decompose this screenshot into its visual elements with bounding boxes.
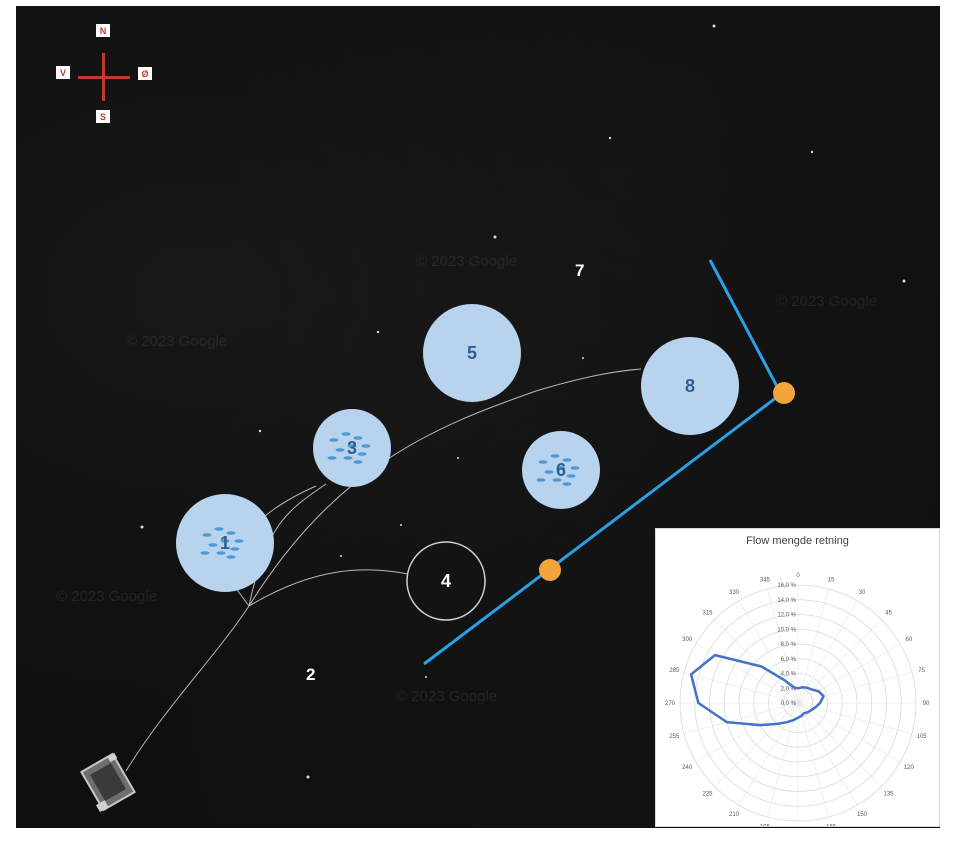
pen-label: 8 [685,376,695,396]
series-line [689,653,825,727]
angle-label: 225 [702,792,713,798]
compass-north: N [100,26,107,36]
compass: N S V Ø [56,24,152,123]
map-watermark: © 2023 Google [56,588,157,605]
pen-8[interactable]: 8 [641,337,739,435]
grid-spoke [797,672,913,704]
angle-label: 45 [885,610,892,616]
angle-label: 210 [729,812,740,818]
pen-circle [423,304,521,402]
fish-icon [536,454,580,486]
angle-label: 330 [729,590,740,596]
compass-south: S [100,112,106,122]
grid-spoke [797,588,829,704]
map-canvas: © 2023 Google © 2023 Google © 2023 Googl… [56,24,906,813]
buoy-marker[interactable] [539,559,561,581]
pen-label: 6 [556,460,566,480]
grid-spoke [797,619,882,704]
angle-label: 30 [859,590,866,596]
angle-label: 270 [665,701,676,707]
pen-ring [406,541,486,621]
grid-spoke [714,619,799,704]
pen-3[interactable]: 3 [313,409,391,487]
grid-spoke [797,702,829,818]
map-watermark: © 2023 Google [396,688,497,705]
fish-icon [327,432,371,464]
fish-icon [200,527,244,559]
radial-tick-label: 6,0 % [781,657,797,663]
pen-6[interactable]: 6 [522,431,600,509]
pen-circle [522,431,600,509]
angle-label: 300 [682,637,693,643]
radial-tick-label: 12,0 % [777,613,796,619]
grid-spoke [683,672,799,704]
grid-spoke [738,600,799,704]
grid-spoke [767,702,799,818]
angle-label: 120 [904,765,915,771]
angle-label: 150 [857,812,868,818]
angle-label: 285 [669,668,680,674]
site-label-7: 7 [575,261,584,280]
map-specks [140,24,906,779]
angle-label: 165 [826,825,837,826]
grid-spoke [714,702,799,787]
pen-5[interactable]: 5 [423,304,521,402]
angle-label: 345 [760,577,771,583]
grid-spoke [797,702,858,806]
flow-chart: 0153045607590105120135150165180195210225… [655,528,940,827]
grid-spoke [797,702,913,734]
grid-spoke [767,588,799,704]
pen-label: 1 [220,533,230,553]
buoys [539,382,795,581]
map-view[interactable]: © 2023 Google © 2023 Google © 2023 Googl… [16,6,940,828]
fish-pens: 1 3 4 5 6 8 [176,304,739,621]
angle-label: 195 [760,825,771,826]
angle-label: 15 [828,577,835,583]
angle-label: 90 [923,701,930,707]
angle-label: 60 [906,637,913,643]
buoy-marker[interactable] [773,382,795,404]
pen-circle [176,494,274,592]
chart-title: Flow mengde retning [746,535,849,547]
grid-spoke [738,702,799,806]
compass-east: Ø [141,69,148,79]
feed-barge[interactable] [78,752,136,813]
radar-chart: 0153045607590105120135150165180195210225… [665,573,930,826]
radial-tick-label: 10,0 % [777,627,796,633]
grid-spoke [695,643,799,704]
grid-spoke [797,702,882,787]
angle-label: 315 [702,610,713,616]
map-watermark: © 2023 Google [126,333,227,350]
grid-spoke [797,600,858,704]
grid-spoke [683,702,799,734]
radial-tick-label: 8,0 % [781,642,797,648]
boundary-lines [423,259,783,666]
grid-spoke [797,643,901,704]
pen-4[interactable]: 4 [406,541,486,621]
angle-label: 255 [669,734,680,740]
mooring-lines [125,368,642,772]
grid-spoke [797,702,901,763]
radial-tick-label: 2,0 % [781,686,797,692]
map-watermark: © 2023 Google [416,253,517,270]
compass-west: V [60,68,66,78]
radial-tick-label: 4,0 % [781,672,797,678]
angle-label: 135 [884,792,895,798]
pen-circle [313,409,391,487]
pen-label: 5 [467,343,477,363]
pen-1[interactable]: 1 [176,494,274,592]
site-label-2: 2 [306,665,315,684]
pen-circle [641,337,739,435]
radial-tick-label: 14,0 % [777,598,796,604]
angle-label: 0 [796,573,800,579]
angle-label: 240 [682,765,693,771]
grid-spoke [695,702,799,763]
pen-label: 4 [441,571,451,591]
map-watermark: © 2023 Google [776,293,877,310]
radial-tick-label: 16,0 % [777,583,796,589]
angle-label: 105 [917,734,928,740]
radial-tick-label: 0,0 % [781,701,797,707]
pen-label: 3 [347,438,357,458]
angle-label: 75 [918,668,925,674]
